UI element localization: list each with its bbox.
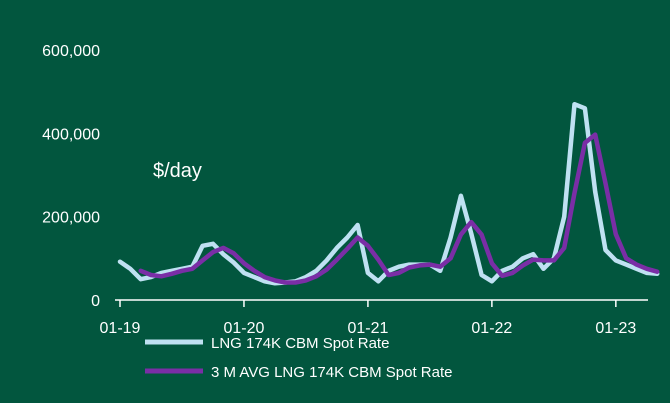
legend-label-spot-rate: LNG 174K CBM Spot Rate (211, 335, 389, 352)
y-tick-label: 200,000 (42, 210, 100, 227)
series-line-3m-avg (138, 132, 660, 285)
series-line-spot-rate (117, 101, 660, 286)
x-tick-label: 01-20 (223, 320, 264, 337)
x-tick-label: 01-21 (347, 320, 388, 337)
series-layer (117, 101, 660, 286)
unit-label: $/day (153, 160, 202, 182)
x-tick-labels: 01-19 01-20 01-21 01-22 01-23 (100, 300, 636, 337)
x-tick-label: 01-23 (595, 320, 636, 337)
legend-item-spot-rate: LNG 174K CBM Spot Rate (145, 335, 389, 352)
y-tick-label: 600,000 (42, 43, 100, 60)
legend-label-3m-avg: 3 M AVG LNG 174K CBM Spot Rate (211, 364, 453, 381)
legend: LNG 174K CBM Spot Rate 3 M AVG LNG 174K … (145, 335, 453, 381)
y-tick-labels: 0 200,000 400,000 600,000 (42, 43, 100, 310)
y-tick-label: 400,000 (42, 126, 100, 143)
legend-item-3m-avg: 3 M AVG LNG 174K CBM Spot Rate (145, 364, 453, 381)
x-tick-label: 01-19 (100, 320, 141, 337)
x-tick-label: 01-22 (471, 320, 512, 337)
y-tick-label: 0 (91, 293, 100, 310)
